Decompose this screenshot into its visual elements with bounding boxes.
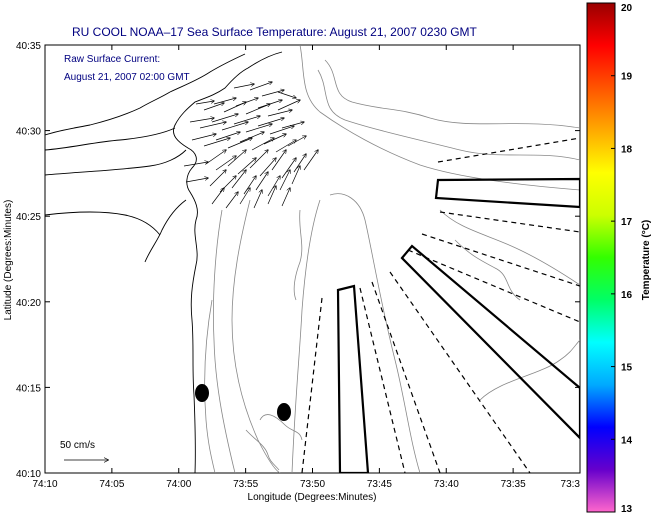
radar-coverage-boxes	[336, 177, 580, 473]
x-tick-label: 73:3	[561, 479, 581, 490]
colorbar-tick-label: 14	[621, 435, 633, 446]
y-tick-label: 40:15	[16, 383, 41, 394]
radar-beam-lines	[301, 137, 580, 473]
y-axis-label: Latitude (Degrees:Minutes)	[3, 200, 14, 321]
colorbar-tick-label: 16	[621, 290, 633, 301]
x-tick-label: 73:55	[233, 479, 258, 490]
scale-label: 50 cm/s	[60, 440, 95, 451]
colorbar-tick-label: 18	[621, 144, 633, 155]
x-axis-label: Longitude (Degrees:Minutes)	[248, 492, 377, 503]
x-tick-label: 73:50	[300, 479, 325, 490]
x-tick-label: 73:45	[367, 479, 392, 490]
colorbar-tick-label: 15	[621, 363, 633, 374]
colorbar-label: Temperature (°C)	[641, 220, 651, 301]
colorbar	[586, 2, 616, 513]
x-tick-label: 74:10	[32, 479, 57, 490]
current-label: Raw Surface Current:	[64, 54, 160, 65]
colorbar-tick-label: 20	[621, 3, 633, 14]
y-tick-label: 40:35	[16, 41, 41, 52]
y-tick-label: 40:10	[16, 469, 41, 480]
x-tick-label: 73:40	[434, 479, 459, 490]
station-marker	[195, 384, 209, 402]
y-axis-ticks: 40:35 40:30 40:25 40:20 40:15 40:10	[16, 41, 580, 480]
map-title: RU COOL NOAA–17 Sea Surface Temperature:…	[72, 25, 478, 39]
x-tick-label: 74:05	[99, 479, 124, 490]
current-time-label: August 21, 2007 02:00 GMT	[64, 72, 190, 83]
bathymetry-contours	[204, 45, 580, 473]
station-marker	[277, 403, 291, 421]
y-tick-label: 40:20	[16, 298, 41, 309]
y-tick-label: 40:25	[16, 212, 41, 223]
x-axis-ticks: 74:10 74:05 74:00 73:55 73:50 73:45 73:40 73:35…	[32, 45, 581, 490]
colorbar-ticks: 20 19 18 17 16 15 14 13	[611, 2, 633, 515]
colorbar-tick-label: 13	[621, 504, 633, 515]
coastline	[45, 51, 283, 473]
current-vectors	[183, 82, 318, 209]
colorbar-tick-label: 19	[621, 72, 633, 83]
colorbar-tick-label: 17	[621, 217, 633, 228]
x-tick-label: 74:00	[166, 479, 191, 490]
plot-frame	[44, 44, 581, 474]
y-tick-label: 40:30	[16, 127, 41, 138]
x-tick-label: 73:35	[501, 479, 526, 490]
